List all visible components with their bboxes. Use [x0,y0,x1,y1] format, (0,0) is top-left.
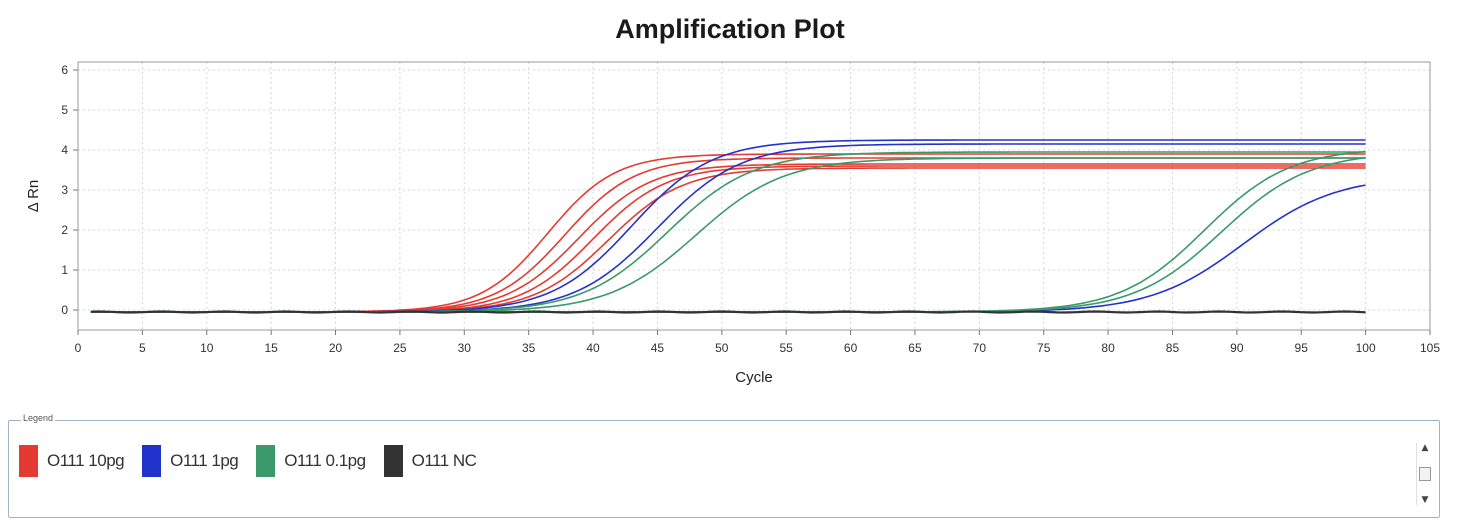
x-tick-label: 0 [75,341,82,355]
x-tick-label: 75 [1037,341,1051,355]
y-tick-label: 6 [61,63,68,77]
x-tick-label: 50 [715,341,729,355]
scroll-thumb[interactable] [1419,467,1431,481]
legend-item: O111 0.1pg [256,445,366,477]
x-tick-label: 60 [844,341,858,355]
x-axis-label: Cycle [735,369,773,386]
x-tick-label: 35 [522,341,536,355]
series-line [90,157,1366,313]
y-tick-label: 2 [61,223,68,237]
x-tick-label: 105 [1420,341,1440,355]
legend-swatch [256,445,276,477]
x-axis-ticks: 0 5 10 15 20 25 30 35 40 45 50 55 60 65 70 75 80 85 90 95 10… [75,330,1440,355]
scroll-up-icon[interactable]: ▲ [1421,443,1429,453]
series-line [90,310,1366,314]
series-line [90,151,1366,313]
legend-items: O111 10pg O111 1pg O111 0.1pg O111 NC [19,445,494,477]
x-tick-label: 85 [1166,341,1180,355]
y-axis-label: Δ Rn [25,180,42,213]
x-tick-label: 25 [393,341,407,355]
x-tick-label: 100 [1356,341,1376,355]
series-line [90,150,1366,313]
y-tick-label: 4 [61,143,68,157]
chart-title: Amplification Plot [615,14,845,44]
legend-panel: Legend O111 10pg O111 1pg O111 0.1pg O111 N… [8,413,1440,518]
legend-swatch [142,445,162,477]
legend-label: O111 NC [411,451,477,470]
x-tick-label: 40 [586,341,600,355]
x-tick-label: 95 [1295,341,1309,355]
scroll-down-icon[interactable]: ▼ [1421,495,1429,505]
x-tick-label: 70 [973,341,987,355]
x-tick-label: 5 [139,341,146,355]
legend-scrollbar[interactable]: ▲ ▼ [1416,443,1433,505]
y-axis-ticks: 0 1 2 3 4 5 6 [61,63,78,317]
x-tick-label: 15 [264,341,278,355]
legend-label: O111 1pg [170,451,239,470]
x-tick-label: 30 [458,341,472,355]
legend-swatch [19,445,38,477]
x-tick-label: 45 [651,341,665,355]
x-tick-label: 10 [200,341,214,355]
legend-label: O111 10pg [47,451,125,470]
series-layer [90,139,1366,314]
y-tick-label: 1 [61,263,68,277]
x-tick-label: 20 [329,341,343,355]
legend-item: O111 10pg [19,445,125,477]
x-tick-label: 65 [908,341,922,355]
grid [78,62,1430,330]
legend-label: O111 0.1pg [284,451,366,470]
y-tick-label: 5 [61,103,68,117]
series-line [90,163,1366,313]
legend-item: O111 NC [383,445,477,477]
x-tick-label: 90 [1230,341,1244,355]
plot-frame [77,61,1431,331]
series-line [90,184,1366,313]
y-tick-label: 0 [61,303,68,317]
series-line [90,157,1366,313]
series-line [90,156,1366,313]
series-line [90,165,1366,313]
y-tick-label: 3 [61,183,68,197]
legend-swatch [383,445,403,477]
legend-title: Legend [21,413,56,423]
legend-item: O111 1pg [142,445,239,477]
x-tick-label: 55 [780,341,794,355]
series-line [90,153,1366,313]
amplification-plot: 0 5 10 15 20 25 30 35 40 45 50 55 60 65 70 75 80 85 90 95 10… [25,61,1440,386]
x-tick-label: 80 [1101,341,1115,355]
